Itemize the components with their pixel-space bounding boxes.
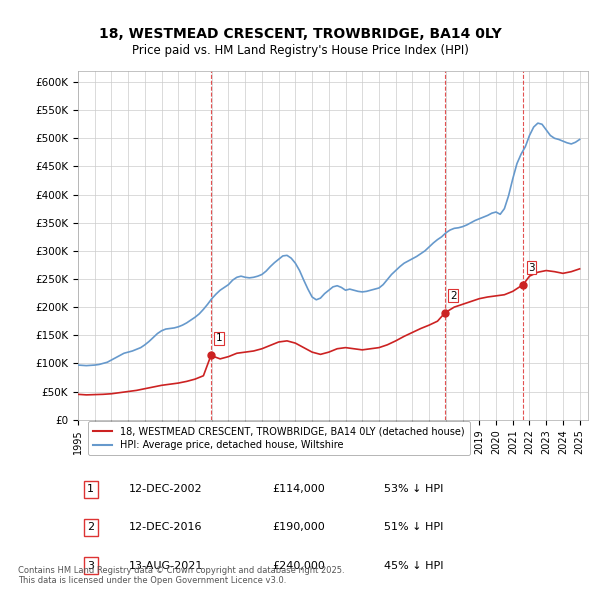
Text: 13-AUG-2021: 13-AUG-2021 xyxy=(129,560,203,571)
Legend: 18, WESTMEAD CRESCENT, TROWBRIDGE, BA14 0LY (detached house), HPI: Average price: 18, WESTMEAD CRESCENT, TROWBRIDGE, BA14 … xyxy=(88,421,470,455)
Text: Contains HM Land Registry data © Crown copyright and database right 2025.
This d: Contains HM Land Registry data © Crown c… xyxy=(18,566,344,585)
Text: £114,000: £114,000 xyxy=(272,484,325,494)
Text: 1: 1 xyxy=(87,484,94,494)
Text: £190,000: £190,000 xyxy=(272,523,325,532)
Text: 3: 3 xyxy=(87,560,94,571)
Text: 2: 2 xyxy=(87,523,94,532)
Text: 12-DEC-2016: 12-DEC-2016 xyxy=(129,523,203,532)
Text: 18, WESTMEAD CRESCENT, TROWBRIDGE, BA14 0LY: 18, WESTMEAD CRESCENT, TROWBRIDGE, BA14 … xyxy=(98,27,502,41)
Text: £240,000: £240,000 xyxy=(272,560,325,571)
Text: 12-DEC-2002: 12-DEC-2002 xyxy=(129,484,203,494)
Text: 3: 3 xyxy=(528,263,535,273)
Text: 51% ↓ HPI: 51% ↓ HPI xyxy=(384,523,443,532)
Text: 2: 2 xyxy=(450,291,457,301)
Text: 45% ↓ HPI: 45% ↓ HPI xyxy=(384,560,443,571)
Text: 1: 1 xyxy=(216,333,223,343)
Text: Price paid vs. HM Land Registry's House Price Index (HPI): Price paid vs. HM Land Registry's House … xyxy=(131,44,469,57)
Text: 53% ↓ HPI: 53% ↓ HPI xyxy=(384,484,443,494)
